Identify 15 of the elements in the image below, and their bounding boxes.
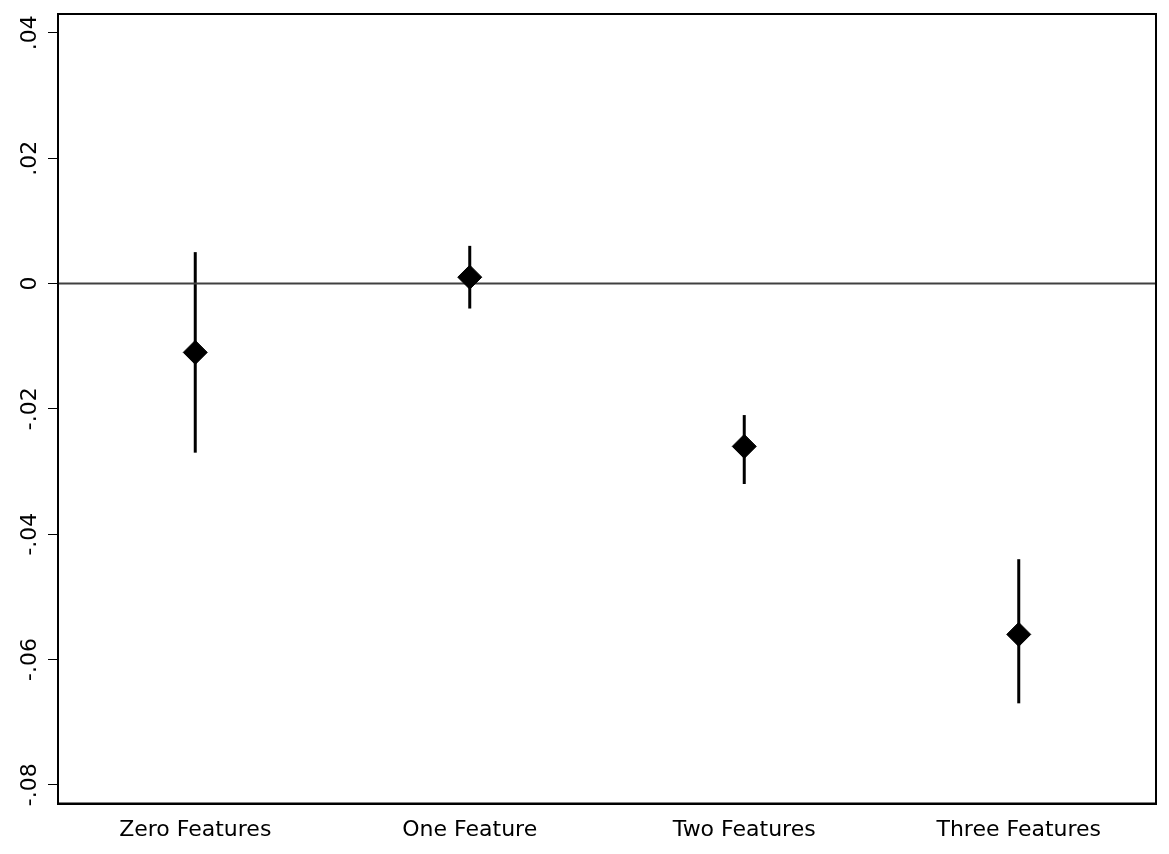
y-tick-label: .02 — [15, 140, 41, 176]
x-tick-label: One Feature — [402, 815, 538, 841]
x-tick-label: Zero Features — [119, 815, 272, 841]
y-tick-label: -.06 — [15, 638, 41, 681]
x-tick-label: Three Features — [935, 815, 1102, 841]
point — [182, 339, 208, 365]
point — [1006, 621, 1032, 647]
point — [457, 264, 483, 290]
y-tick-label: .04 — [15, 15, 41, 51]
point — [731, 433, 757, 459]
y-tick-label: -.04 — [15, 512, 41, 556]
y-tick-label: -.02 — [15, 387, 41, 431]
y-tick-label: -.08 — [15, 763, 41, 807]
x-tick-label: Two Features — [671, 815, 816, 841]
y-tick-label: 0 — [15, 276, 41, 291]
